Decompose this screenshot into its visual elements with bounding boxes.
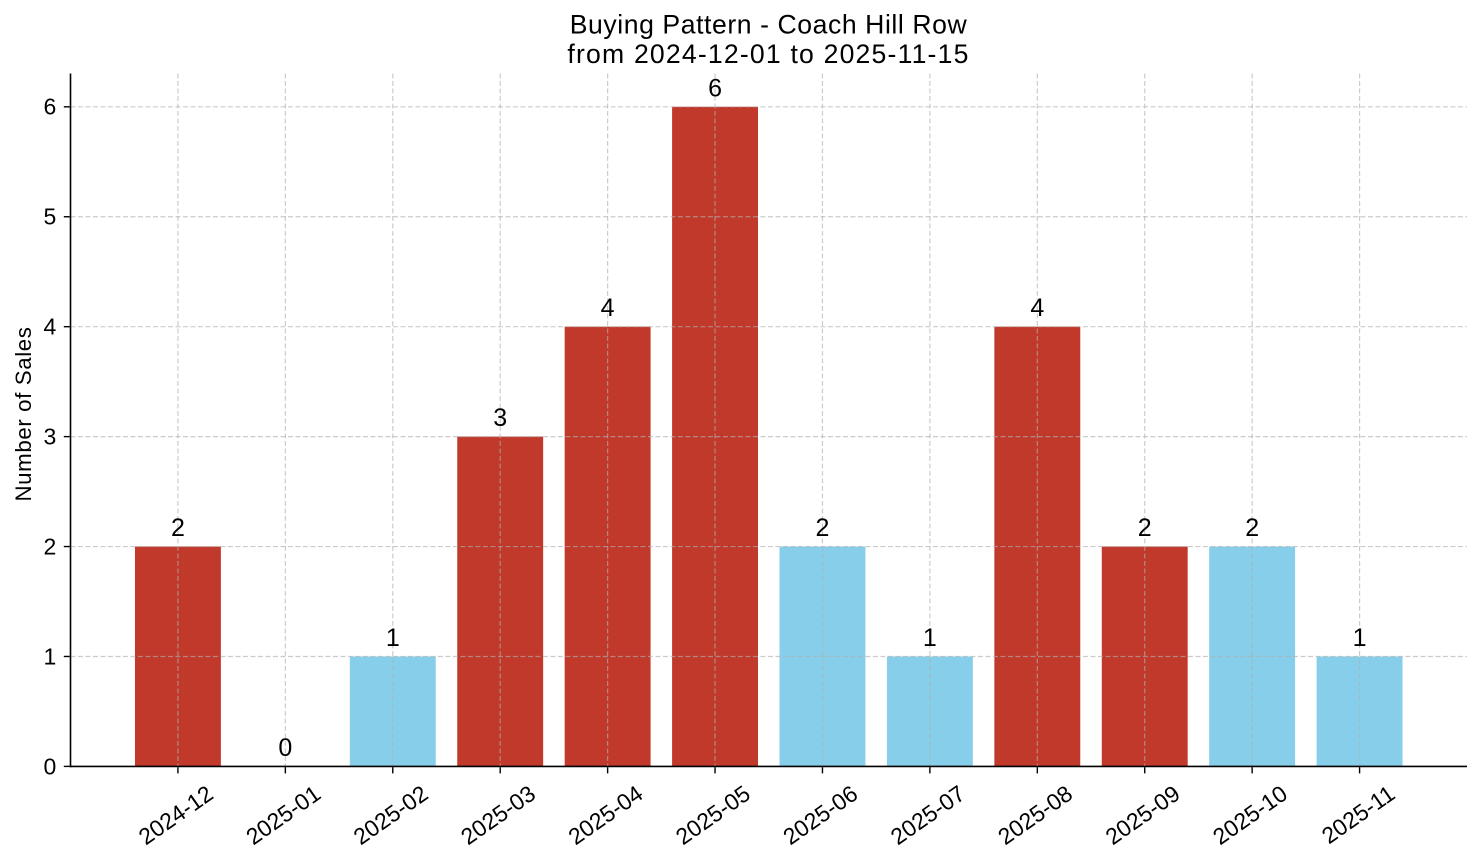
svg-text:2: 2	[171, 514, 185, 542]
svg-text:0: 0	[278, 734, 292, 762]
svg-text:2: 2	[816, 514, 830, 542]
svg-text:3: 3	[493, 404, 507, 432]
svg-text:2: 2	[44, 533, 57, 559]
svg-text:2: 2	[1245, 514, 1259, 542]
svg-text:Buying Pattern - Coach Hill Ro: Buying Pattern - Coach Hill Row	[570, 10, 968, 40]
svg-text:4: 4	[601, 294, 615, 322]
svg-text:Number of Sales: Number of Sales	[11, 326, 36, 501]
svg-text:5: 5	[44, 204, 57, 230]
svg-text:from 2024-12-01 to 2025-11-15: from 2024-12-01 to 2025-11-15	[567, 39, 969, 69]
svg-text:1: 1	[1353, 624, 1367, 652]
svg-text:3: 3	[44, 424, 57, 450]
svg-text:1: 1	[923, 624, 937, 652]
svg-text:6: 6	[708, 74, 722, 102]
svg-text:1: 1	[44, 643, 57, 669]
svg-text:2: 2	[1138, 514, 1152, 542]
svg-text:0: 0	[44, 753, 57, 779]
svg-text:6: 6	[44, 94, 57, 120]
svg-text:4: 4	[44, 314, 57, 340]
svg-text:1: 1	[386, 624, 400, 652]
svg-text:4: 4	[1030, 294, 1044, 322]
